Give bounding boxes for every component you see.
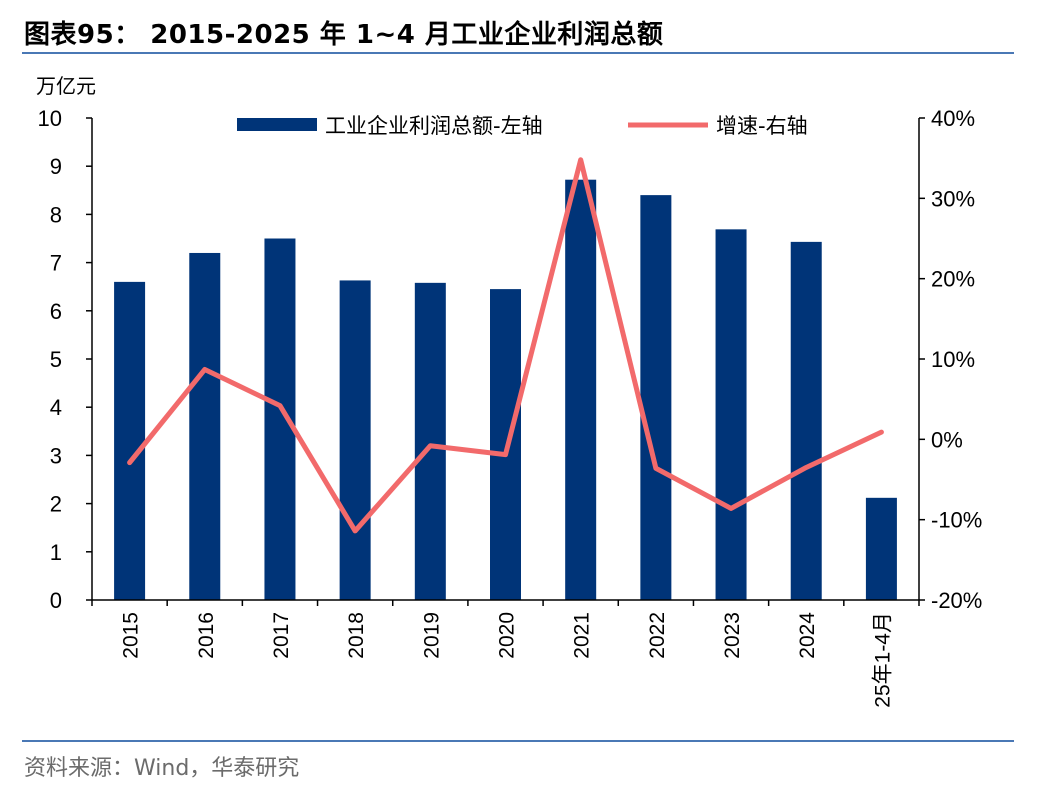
legend-swatch-bar [237, 118, 317, 131]
left-tick-label: 8 [50, 202, 62, 227]
left-tick-label: 5 [50, 347, 62, 372]
left-tick-label: 9 [50, 154, 62, 179]
left-tick-label: 4 [50, 395, 62, 420]
category-label: 2023 [721, 612, 744, 659]
category-label: 2016 [195, 612, 218, 659]
bar [189, 252, 221, 600]
left-axis-unit: 万亿元 [36, 74, 96, 98]
source-note: 资料来源：Wind，华泰研究 [24, 756, 300, 781]
left-tick-label: 7 [50, 251, 62, 276]
right-tick-label: -10% [931, 508, 982, 533]
bar [715, 229, 747, 601]
bar [114, 281, 146, 600]
bar [640, 195, 672, 600]
legend-label-bar: 工业企业利润总额-左轴 [325, 114, 543, 138]
category-label: 25年1-4月 [871, 612, 894, 708]
category-label: 2020 [496, 612, 519, 659]
left-tick-label: 6 [50, 299, 62, 324]
left-tick-label: 3 [50, 443, 62, 468]
right-tick-label: 30% [931, 186, 975, 211]
right-tick-label: 0% [931, 427, 963, 452]
title-divider [22, 52, 1014, 54]
category-label: 2019 [420, 612, 443, 659]
left-tick-label: 10 [38, 106, 62, 131]
bar [414, 282, 446, 600]
category-label: 2021 [571, 612, 594, 659]
footer-divider [22, 740, 1014, 742]
right-tick-label: 20% [931, 267, 975, 292]
right-tick-label: 10% [931, 347, 975, 372]
category-label: 2015 [120, 612, 143, 659]
bar [865, 497, 897, 600]
left-tick-label: 0 [50, 588, 62, 613]
left-tick-label: 2 [50, 492, 62, 517]
category-label: 2022 [646, 612, 669, 659]
category-label: 2024 [796, 612, 819, 659]
chart: 万亿元 工业企业利润总额-左轴 增速-右轴 0 1 2 3 4 5 6 7 8 9 10 -20% -10… [36, 74, 982, 708]
legend-label-line: 增速-右轴 [716, 114, 808, 138]
right-tick-label: 40% [931, 106, 975, 131]
right-tick-label: -20% [931, 588, 982, 613]
category-label: 2018 [345, 612, 368, 659]
category-label: 2017 [270, 612, 293, 659]
bar [565, 179, 597, 601]
bar [790, 241, 822, 600]
left-tick-label: 1 [50, 540, 62, 565]
bar [339, 280, 371, 600]
chart-title: 图表95： 2015-2025 年 1~4 月工业企业利润总额 [24, 20, 664, 50]
